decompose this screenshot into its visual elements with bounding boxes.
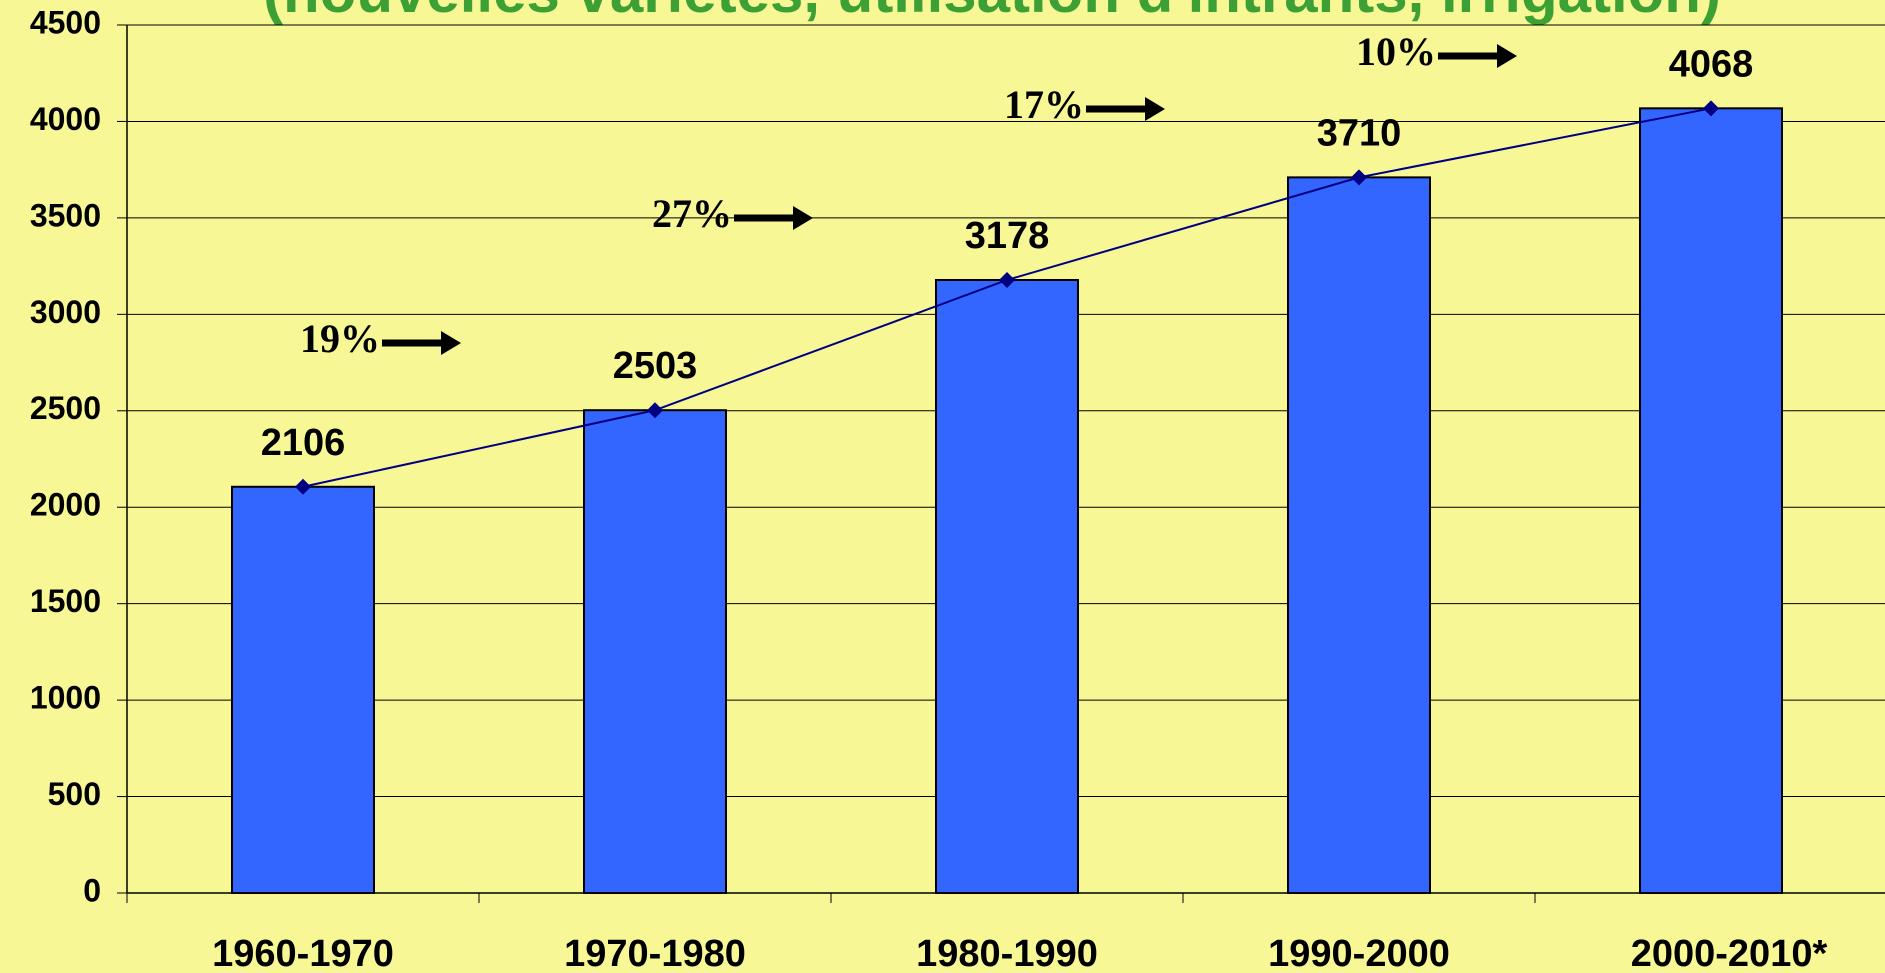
- y-tick-label: 0: [83, 872, 101, 908]
- annotation: 27%: [652, 191, 732, 236]
- y-tick-label: 2000: [30, 487, 101, 523]
- arrow-head: [441, 331, 461, 355]
- bar: [1639, 107, 1783, 894]
- data-label: 3178: [965, 215, 1050, 257]
- arrow-head: [793, 206, 813, 230]
- data-label: 4068: [1669, 43, 1754, 85]
- bar: [1287, 176, 1431, 895]
- x-tick-label: 1980-1990: [916, 933, 1098, 973]
- line-point: [1703, 100, 1719, 117]
- arrow-head: [1497, 44, 1517, 68]
- line-point: [999, 271, 1015, 288]
- bar: [231, 485, 375, 894]
- data-label: 2106: [261, 422, 346, 464]
- y-tick-label: 3500: [30, 197, 101, 233]
- data-label: 3710: [1317, 112, 1402, 154]
- y-tick-label: 4500: [30, 4, 101, 40]
- x-tick-label: 1990-2000: [1268, 933, 1450, 973]
- data-label: 2503: [613, 345, 698, 387]
- y-tick-label: 1000: [30, 680, 101, 716]
- chart-title: (nouvelles variétés, utilisation d'intra…: [263, 0, 1721, 25]
- y-tick-label: 2500: [30, 390, 101, 426]
- x-tick-label: 1960-1970: [212, 933, 394, 973]
- x-tick-label: 2000-2010*: [1631, 933, 1828, 973]
- y-tick-label: 4000: [30, 101, 101, 137]
- y-tick-label: 500: [48, 776, 101, 812]
- bar: [935, 278, 1079, 895]
- y-tick-label: 3000: [30, 294, 101, 330]
- line-point: [1351, 169, 1367, 186]
- bar: [583, 409, 727, 894]
- arrow-head: [1145, 97, 1165, 121]
- annotation: 19%: [300, 316, 380, 361]
- x-tick-label: 1970-1980: [564, 933, 746, 973]
- annotation: 10%: [1356, 29, 1436, 74]
- line-point: [647, 402, 663, 419]
- annotation: 17%: [1004, 82, 1084, 127]
- y-tick-label: 1500: [30, 583, 101, 619]
- line-point: [295, 478, 311, 495]
